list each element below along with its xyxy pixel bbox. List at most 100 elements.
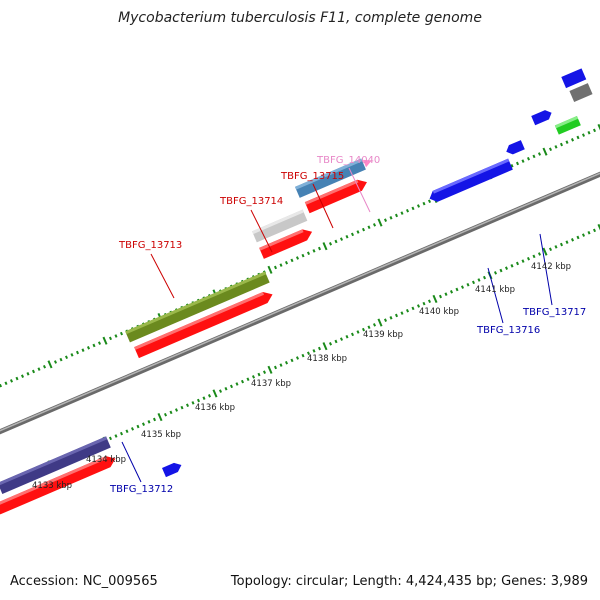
outer-ring-tick	[75, 350, 80, 355]
label-tbfg-13713[interactable]: TBFG_13713	[118, 240, 182, 251]
inner-ring-tick	[273, 365, 278, 370]
outer-ring-tick	[427, 199, 432, 204]
outer-ring-tick	[108, 336, 113, 341]
outer-ring-tick	[322, 242, 328, 251]
cds-red-13715[interactable]	[304, 177, 369, 214]
outer-ring-tick	[306, 251, 311, 256]
inner-ring-tick	[416, 304, 421, 308]
inner-ring-tick	[515, 261, 520, 266]
inner-ring-tick	[152, 417, 157, 422]
cds-red-13714[interactable]	[259, 226, 314, 259]
inner-ring-tick	[229, 384, 234, 389]
outer-ring-tick	[515, 161, 520, 166]
inner-ring-tick	[224, 386, 228, 391]
inner-ring-tick	[108, 436, 113, 441]
label-tbfg-13714[interactable]: TBFG_13714	[219, 196, 283, 207]
gene-tbfg-14040[interactable]	[362, 157, 374, 168]
gene-blue-far-right[interactable]	[561, 68, 587, 89]
outer-ring-tick	[273, 265, 278, 270]
gene-darkgray[interactable]	[569, 83, 593, 102]
cds-red-13713[interactable]	[134, 289, 275, 359]
outer-ring-tick	[377, 218, 383, 227]
outer-ring-tick	[290, 258, 294, 263]
label-tbfg-14040[interactable]: TBFG_14040	[316, 155, 380, 166]
inner-ring-tick	[114, 434, 118, 438]
gene-tbfg-13716[interactable]	[427, 158, 513, 205]
inner-ring-tick	[372, 323, 377, 327]
outer-ring-tick	[389, 216, 393, 220]
inner-ring-tick	[455, 287, 459, 292]
outer-ring-tick	[400, 211, 404, 215]
inner-ring-tick	[499, 268, 503, 273]
outer-ring-tick	[405, 208, 410, 213]
outer-ring-tick	[328, 242, 333, 246]
outer-ring-tick	[59, 357, 63, 362]
inner-ring-tick	[295, 356, 300, 360]
inner-ring-tick	[432, 294, 438, 303]
gene-tbfg-13714[interactable]	[252, 209, 308, 243]
outer-ring-tick	[565, 140, 569, 144]
inner-ring-tick	[565, 240, 569, 244]
inner-ring-tick	[526, 256, 531, 261]
scale-label-4134: 4134 kbp	[86, 455, 126, 465]
outer-ring-tick	[394, 213, 399, 218]
inner-ring-tick	[449, 290, 454, 294]
inner-ring-tick	[147, 420, 151, 424]
outer-ring-tick	[53, 360, 58, 364]
scale-label-4142: 4142 kbp	[531, 262, 571, 272]
outer-ring-tick	[317, 246, 322, 251]
inner-ring-tick	[466, 282, 470, 287]
outer-ring-tick	[64, 355, 69, 360]
outer-ring-tick	[97, 341, 102, 345]
gene-blue-small-left[interactable]	[162, 460, 183, 478]
outer-ring-tick	[284, 260, 289, 265]
inner-ring-tick	[350, 332, 355, 337]
inner-ring-tick	[493, 271, 498, 275]
outer-ring-tick	[383, 218, 388, 222]
label-tbfg-13717[interactable]: TBFG_13717	[522, 307, 586, 318]
label-tbfg-13716[interactable]: TBFG_13716	[476, 325, 540, 336]
outer-ring-tick	[592, 128, 597, 133]
gene-tbfg-13717[interactable]	[531, 108, 553, 126]
inner-ring-tick	[125, 429, 129, 434]
inner-ring-tick	[422, 301, 426, 306]
gene-tbfg-13715[interactable]	[295, 158, 366, 198]
outer-ring-tick	[367, 225, 371, 230]
outer-ring-tick	[42, 364, 47, 369]
inner-ring-tick	[246, 377, 250, 382]
outer-ring-tick	[521, 159, 525, 163]
outer-ring-tick	[548, 147, 553, 152]
outer-ring-tick	[576, 135, 580, 140]
inner-ring-tick	[356, 330, 360, 334]
gene-green[interactable]	[554, 116, 581, 135]
inner-ring-tick	[322, 342, 328, 351]
outer-ring-tick	[361, 227, 366, 232]
inner-ring-tick	[521, 259, 525, 263]
gene-slate-left[interactable]	[0, 436, 111, 494]
label-tbfg-13715[interactable]: TBFG_13715	[280, 171, 344, 182]
inner-ring-tick	[471, 280, 476, 285]
inner-ring-tick	[460, 285, 465, 289]
scale-label-4138: 4138 kbp	[307, 354, 347, 364]
label-tbfg-13712[interactable]: TBFG_13712	[109, 484, 173, 495]
outer-ring-tick	[9, 379, 14, 383]
outer-ring-tick	[0, 383, 3, 388]
inner-ring-tick	[306, 351, 311, 356]
gene-blue-small-right[interactable]	[504, 140, 525, 156]
inner-ring-tick	[119, 431, 124, 436]
inner-ring-tick	[157, 413, 163, 422]
inner-ring-tick	[267, 365, 273, 374]
gene-tbfg-13713[interactable]	[125, 271, 270, 343]
outer-ring-tick	[37, 367, 41, 371]
cds-red-left[interactable]	[0, 453, 118, 515]
inner-ring-tick	[312, 349, 316, 353]
outer-ring-tick	[119, 331, 124, 336]
outer-ring-tick	[26, 372, 30, 376]
inner-ring-tick	[163, 412, 168, 417]
outer-ring-tick	[4, 381, 8, 386]
outer-ring-tick	[81, 348, 85, 352]
scale-label-4137: 4137 kbp	[251, 379, 291, 389]
outer-ring-tick	[267, 265, 273, 274]
inner-ring-tick	[405, 308, 410, 313]
